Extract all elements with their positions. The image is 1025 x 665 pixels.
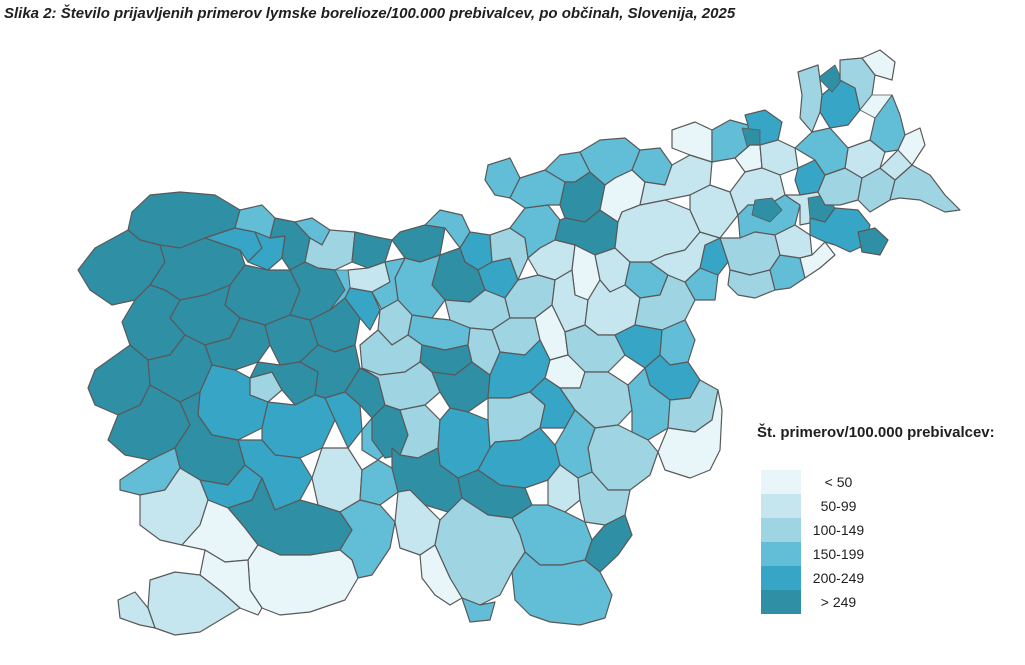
municipality-region <box>861 49 896 81</box>
legend-items: < 50 50-99 100-149 150-199 200-249 > 249 <box>761 470 876 614</box>
municipality-region <box>419 544 463 606</box>
municipality-region <box>117 591 156 629</box>
legend-item: < 50 <box>761 470 876 494</box>
figure-title: Slika 2: Število prijavljenih primerov l… <box>4 5 736 22</box>
legend-swatch <box>761 494 801 518</box>
legend-label: 100-149 <box>812 522 865 538</box>
municipality-region <box>797 64 823 133</box>
municipality-region <box>461 597 496 623</box>
municipality-region <box>511 551 613 626</box>
legend-item: 50-99 <box>761 494 876 518</box>
legend-swatch <box>761 566 801 590</box>
legend-swatch <box>761 518 801 542</box>
municipality-region <box>311 447 363 513</box>
map-legend: Št. primerov/100.000 prebivalcev: < 50 50… <box>757 424 1022 614</box>
municipality-region <box>649 231 721 283</box>
legend-label: 200-249 <box>812 570 865 586</box>
municipality-region <box>671 121 713 163</box>
legend-label: 50-99 <box>820 498 857 514</box>
municipality-region <box>247 544 359 616</box>
legend-swatch <box>761 542 801 566</box>
municipality-region <box>727 269 776 299</box>
legend-label: 150-199 <box>812 546 865 562</box>
legend-label: < 50 <box>824 474 853 490</box>
municipality-region <box>689 184 739 239</box>
legend-swatch <box>761 470 801 494</box>
legend-item: > 249 <box>761 590 876 614</box>
legend-item: 200-249 <box>761 566 876 590</box>
municipality-region <box>859 94 893 119</box>
legend-swatch <box>761 590 801 614</box>
municipality-region <box>751 197 783 223</box>
municipality-region <box>657 389 723 479</box>
legend-item: 100-149 <box>761 518 876 542</box>
municipality-region <box>339 499 396 579</box>
municipality-region <box>794 127 849 176</box>
municipality-region <box>857 227 889 256</box>
legend-title: Št. primerov/100.000 prebivalcev: <box>757 424 995 441</box>
municipality-region <box>889 164 961 213</box>
municipality-region <box>897 127 926 166</box>
legend-label: > 249 <box>820 594 857 610</box>
legend-item: 150-199 <box>761 542 876 566</box>
